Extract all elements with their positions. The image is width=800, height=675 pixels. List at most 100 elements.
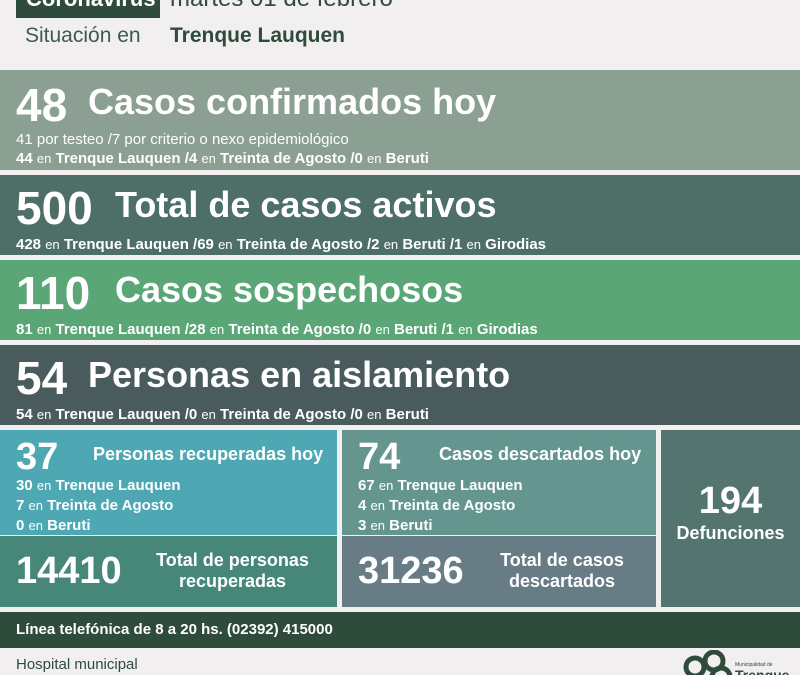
isolation-title: Personas en aislamiento: [88, 354, 511, 395]
coronavirus-tag: Coronavirus: [16, 0, 160, 18]
phone-bar: Línea telefónica de 8 a 20 hs. (02392) 4…: [0, 612, 800, 648]
place-name: Beruti: [47, 517, 91, 534]
count: 81: [16, 321, 33, 338]
en-word: en: [383, 237, 399, 252]
en-word: en: [36, 151, 52, 166]
discarded-title: Casos descartados hoy: [439, 444, 642, 464]
en-word: en: [378, 478, 394, 493]
en-word: en: [218, 237, 233, 252]
count: /0: [358, 321, 372, 338]
confirmed-by-type: 41 por testeo /7 por criterio o nexo epi…: [16, 131, 349, 148]
en-word: en: [201, 407, 216, 422]
count: /2: [367, 236, 380, 253]
discarded-places: 67 en Trenque Lauquen 4 en Treinta de Ago…: [358, 476, 523, 536]
date: martes 01 de febrero: [170, 0, 393, 12]
active-title: Total de casos activos: [115, 184, 497, 225]
deaths-number: 194: [698, 480, 763, 522]
place-name: Treinta de Agosto: [228, 321, 355, 338]
discarded-today-panel: 74 Casos descartados hoy 67 en Trenque L…: [342, 430, 656, 535]
place-line: 7 en Treinta de Agosto: [16, 496, 181, 516]
place-name: Treinta de Agosto: [236, 236, 363, 253]
count: 0: [16, 517, 25, 534]
count: /0: [184, 406, 198, 423]
count: /4: [184, 150, 198, 167]
count: /0: [350, 150, 363, 167]
recovered-total-label-2: recuperadas: [178, 571, 287, 591]
en-word: en: [367, 151, 382, 166]
place-name: Treinta de Agosto: [220, 150, 347, 167]
confirmed-number: 48: [16, 79, 68, 131]
place-name: Trenque Lauquen: [55, 477, 181, 494]
discarded-total: 31236: [358, 550, 464, 592]
count: 3: [358, 517, 367, 534]
en-word: en: [28, 498, 43, 513]
confirmed-by-place: 44 en Trenque Lauquen /4 en Treinta de A…: [16, 150, 429, 167]
place-name: Beruti: [385, 150, 429, 167]
discarded-total-label-2: descartados: [508, 571, 616, 591]
municipality-logo: Municipalidad de Trenque: [683, 650, 800, 675]
en-word: en: [466, 237, 481, 252]
active-by-place: 428 en Trenque Lauquen /69 en Treinta de…: [16, 236, 546, 253]
svg-text:Trenque: Trenque: [735, 667, 790, 675]
place-line: 3 en Beruti: [358, 516, 523, 536]
en-word: en: [375, 322, 390, 337]
recovered-total: 14410: [16, 550, 122, 592]
confirmed-title: Casos confirmados hoy: [88, 81, 497, 122]
confirmed-panel: 48 Casos confirmados hoy 41 por testeo /…: [0, 70, 800, 170]
recovered-places: 30 en Trenque Lauquen 7 en Treinta de Ago…: [16, 476, 181, 536]
en-word: en: [458, 322, 473, 337]
count: 7: [16, 497, 25, 514]
hospital-label: Hospital municipal: [16, 656, 138, 673]
isolation-number: 54: [16, 352, 68, 404]
en-word: en: [367, 407, 382, 422]
isolation-by-place: 54 en Trenque Lauquen /0 en Treinta de A…: [16, 406, 429, 423]
isolation-panel: 54 Personas en aislamiento 54 en Trenque…: [0, 345, 800, 425]
suspect-title: Casos sospechosos: [115, 269, 464, 310]
place-name: Treinta de Agosto: [47, 497, 174, 514]
count: 4: [358, 497, 367, 514]
place-name: Trenque Lauquen: [55, 321, 181, 338]
deaths-panel: 194 Defunciones: [661, 430, 800, 607]
en-word: en: [45, 237, 60, 252]
place-name: Beruti: [402, 236, 446, 253]
recovered-title: Personas recuperadas hoy: [93, 444, 324, 464]
place-name: Trenque Lauquen: [55, 150, 181, 167]
en-word: en: [209, 322, 225, 337]
recovered-today-panel: 37 Personas recuperadas hoy 30 en Trenqu…: [0, 430, 337, 535]
count: /0: [350, 406, 363, 423]
en-word: en: [370, 498, 385, 513]
svg-text:Municipalidad de: Municipalidad de: [735, 662, 773, 668]
active-panel: 500 Total de casos activos 428 en Trenqu…: [0, 175, 800, 255]
en-word: en: [370, 518, 385, 533]
en-word: en: [201, 151, 216, 166]
place-line: 30 en Trenque Lauquen: [16, 476, 181, 496]
situation-label: Situación en: [25, 24, 141, 47]
count: /1: [441, 321, 455, 338]
place-line: 0 en Beruti: [16, 516, 181, 536]
place-line: 67 en Trenque Lauquen: [358, 476, 523, 496]
suspect-panel: 110 Casos sospechosos 81 en Trenque Lauq…: [0, 260, 800, 340]
active-number: 500: [16, 182, 93, 234]
discarded-total-panel: 31236 Total de casos descartados: [342, 536, 656, 607]
en-word: en: [28, 518, 43, 533]
en-word: en: [36, 407, 52, 422]
place-line: 4 en Treinta de Agosto: [358, 496, 523, 516]
place-name: Treinta de Agosto: [220, 406, 347, 423]
place-name: Beruti: [393, 321, 438, 338]
count: /69: [193, 236, 214, 253]
en-word: en: [36, 322, 52, 337]
discarded-total-label-1: Total de casos: [500, 550, 624, 570]
discarded-number: 74: [358, 436, 401, 478]
place-name: Trenque Lauquen: [63, 236, 189, 253]
place-name: Girodias: [476, 321, 538, 338]
count: 428: [16, 236, 42, 253]
count: 54: [16, 406, 33, 423]
place-name: Treinta de Agosto: [389, 497, 516, 514]
count: 67: [358, 477, 375, 494]
place-name: Trenque Lauquen: [55, 406, 181, 423]
place-name: Beruti: [385, 406, 429, 423]
recovered-number: 37: [16, 436, 59, 478]
deaths-label: Defunciones: [676, 523, 785, 543]
place-name: Trenque Lauquen: [397, 477, 523, 494]
suspect-number: 110: [16, 267, 91, 319]
